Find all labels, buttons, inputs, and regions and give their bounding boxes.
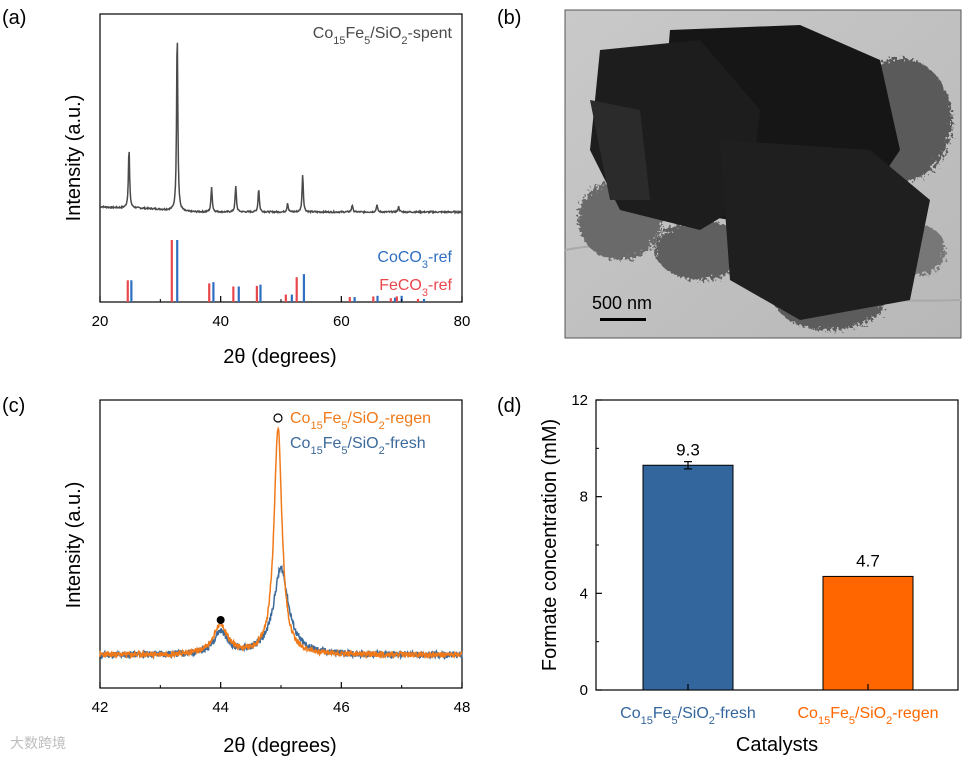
y-tick-label: 8: [580, 489, 588, 506]
legend-feco3-ref: FeCO3-ref: [379, 277, 452, 299]
panel-label-a: (a): [2, 7, 26, 29]
x-tick-label: 20: [92, 313, 109, 330]
x-ticks: 42 44 46 48: [92, 682, 471, 716]
panel-b-tem-image: 500 nm: [564, 9, 962, 339]
scale-bar: [600, 318, 646, 321]
panel-a-xrd-spent: 20 40 60 80 Co15Fe5/SiO2-spent CoCO3-ref Fe…: [63, 13, 471, 368]
x-axis-label: 2θ (degrees): [223, 346, 336, 368]
legend-spent: Co15Fe5/SiO2-spent: [313, 25, 453, 47]
x-tick-label: 42: [92, 699, 109, 716]
marker-filled-circle: [216, 616, 225, 624]
reference-lines: [126, 240, 426, 302]
panel-label-b: (b): [497, 7, 521, 29]
y-tick-label: 12: [571, 392, 588, 409]
x-tick-label: 40: [212, 313, 229, 330]
x-axis-label: Catalysts: [736, 734, 818, 756]
y-tick-label: 4: [580, 585, 588, 602]
category-labels: Co15Fe5/SiO2-fresh Co15Fe5/SiO2-regen: [620, 684, 939, 727]
crystal-3: [720, 140, 930, 320]
series-line-fresh: [99, 564, 463, 661]
legend-fresh: Co15Fe5/SiO2-fresh: [290, 435, 426, 457]
x-tick-label: 80: [454, 313, 471, 330]
marker-open-circle: [273, 413, 283, 423]
y-axis-label: Intensity (a.u.): [63, 482, 85, 609]
x-tick-label: 48: [454, 699, 471, 716]
bar-value-label: 4.7: [856, 551, 880, 570]
x-tick-label: 60: [333, 313, 350, 330]
legend-coco3-ref: CoCO3-ref: [377, 249, 452, 271]
bar-regen: [822, 575, 914, 691]
category-label: Co15Fe5/SiO2-regen: [798, 705, 939, 727]
y-tick-label: 0: [580, 682, 588, 699]
watermark-text: 大数跨境: [10, 735, 66, 751]
y-ticks: 0 4 8 12: [571, 392, 602, 699]
bar-fresh: [642, 464, 734, 691]
y-axis-label: Intensity (a.u.): [63, 95, 85, 222]
category-label: Co15Fe5/SiO2-fresh: [620, 705, 756, 727]
bars: 9.3 4.7: [642, 440, 914, 691]
series-line-regen: [99, 426, 463, 660]
x-ticks: 20 40 60 80: [92, 296, 471, 330]
x-axis-label: 2θ (degrees): [223, 735, 336, 757]
panel-label-c: (c): [2, 395, 25, 417]
panel-label-d: (d): [497, 395, 521, 417]
crystal-edge: [590, 100, 650, 200]
panel-c-xrd-compare: 42 44 46 48 Co15Fe5/SiO2-regen Co15Fe5/SiO2…: [63, 399, 471, 757]
bar-value-label: 9.3: [676, 440, 700, 459]
scale-bar-label: 500 nm: [592, 293, 652, 313]
y-axis-label: Formate concentration (mM): [539, 419, 561, 671]
x-tick-label: 44: [212, 699, 229, 716]
series-line-spent: [99, 42, 462, 215]
legend-regen: Co15Fe5/SiO2-regen: [290, 410, 431, 432]
x-tick-label: 46: [333, 699, 350, 716]
